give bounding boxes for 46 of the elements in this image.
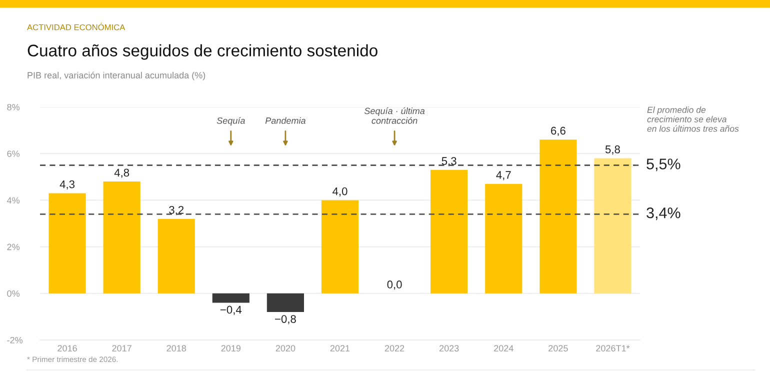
- x-tick-label: 2017: [112, 345, 132, 352]
- data-label: −0,8: [275, 315, 296, 324]
- x-tick-label: 2022: [384, 345, 404, 352]
- y-tick-label: 6%: [7, 150, 20, 157]
- x-tick-label: 2020: [276, 345, 296, 352]
- text: ACTIVIDAD ECONÓMICA: [27, 22, 126, 30]
- chart-title: Cuatro años seguidos de crecimiento sostenido: [28, 44, 378, 60]
- y-tick-label: -2%: [7, 336, 23, 344]
- y-tick-label: 4%: [6, 197, 20, 204]
- x-tick-label: 2025: [548, 345, 568, 352]
- bar: [158, 218, 195, 294]
- bar: [103, 182, 140, 294]
- ref-line-label: 5,5%: [646, 158, 680, 172]
- x-tick-label: 2019: [221, 345, 241, 352]
- data-label: 6,6: [551, 126, 566, 136]
- data-label: 4,3: [60, 180, 75, 190]
- x-tick-label: 2018: [166, 345, 186, 352]
- x-tick-label: 2016: [58, 345, 77, 352]
- annotation: Pandemia: [265, 117, 306, 124]
- bar: [430, 170, 468, 294]
- data-label: 0,0: [387, 280, 402, 290]
- bar: [48, 193, 86, 294]
- y-tick-label: 2%: [7, 244, 20, 250]
- data-label: −0,4: [220, 306, 242, 315]
- bar: [540, 140, 577, 294]
- data-label: 5,8: [605, 145, 620, 155]
- x-tick-label: 2024: [494, 345, 514, 352]
- y-tick-label: 8%: [7, 104, 20, 110]
- data-label: 4,0: [332, 187, 348, 197]
- data-label: 4,7: [496, 171, 511, 180]
- bar: [485, 184, 522, 294]
- text: El promedio de crecimiento se eleva en los últimos tres años: [647, 106, 739, 132]
- bar: [212, 293, 250, 303]
- data-label: 5,3: [442, 157, 456, 166]
- x-tick-label: 2023: [440, 345, 459, 352]
- ref-line-label: 3,4%: [646, 207, 680, 220]
- bar: [321, 200, 359, 294]
- x-tick-label: 2026T1*: [596, 345, 630, 352]
- annotation: Sequía: [216, 117, 245, 126]
- annotation: Sequía · última contracción: [364, 107, 425, 124]
- y-tick-label: 0%: [7, 290, 20, 297]
- x-tick-label: 2021: [330, 345, 350, 352]
- data-label: 4,8: [114, 168, 130, 178]
- bar: [594, 158, 632, 294]
- bar: [266, 293, 304, 312]
- chart-subtitle: PIB real, variación interanual acumulada (%): [28, 72, 206, 80]
